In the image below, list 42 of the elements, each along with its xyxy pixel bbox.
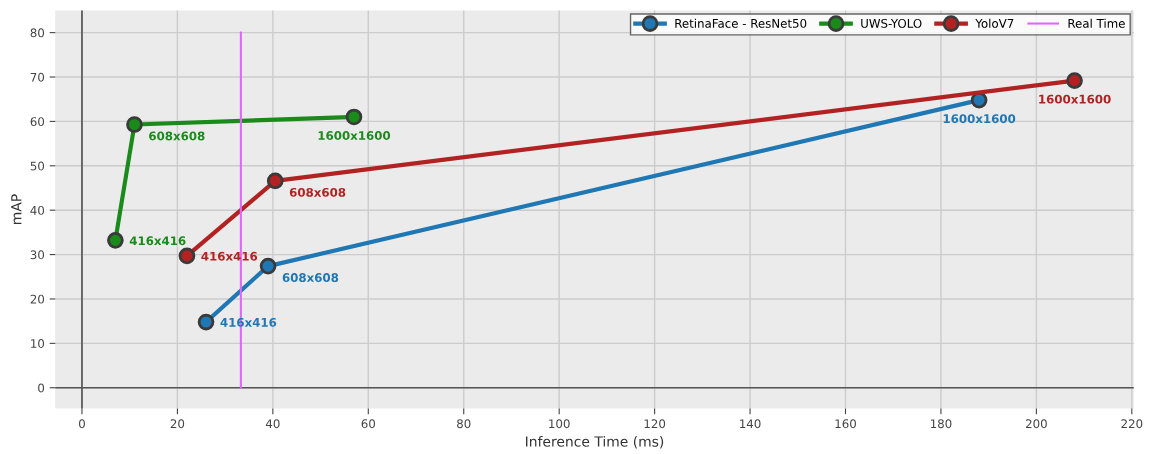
annotation: 1600x1600 <box>943 114 1016 124</box>
point <box>345 108 363 126</box>
x-tick-label: 140 <box>740 419 761 429</box>
y-tick-label: 80 <box>30 28 45 38</box>
legend-label: YoloV7 <box>975 18 1014 28</box>
y-tick-label: 30 <box>30 250 45 260</box>
point <box>1066 72 1083 89</box>
y-tick-label: 50 <box>30 161 45 171</box>
y-tick-label: 20 <box>30 294 45 304</box>
x-tick-label: 180 <box>930 419 952 429</box>
y-tick-label: 10 <box>31 339 45 348</box>
x-tick-label: 80 <box>457 419 471 429</box>
annotation: 416x416 <box>129 236 186 246</box>
y-tick-label: 60 <box>30 117 45 127</box>
legend-label: UWS-YOLO <box>861 18 922 28</box>
annotation: 1600x1600 <box>318 131 391 140</box>
annotation: 608x608 <box>149 131 205 141</box>
x-tick-label: 60 <box>361 419 376 429</box>
y-tick-label: 0 <box>38 383 45 393</box>
legend-label: Real Time <box>1068 18 1125 28</box>
annotation: 608x608 <box>289 187 346 197</box>
point <box>266 172 284 190</box>
annotation: 1600x1600 <box>1039 94 1111 104</box>
x-axis-title: Inference Time (ms) <box>526 436 664 449</box>
legend-label: RetinaFace - ResNet50 <box>675 18 807 28</box>
point <box>178 247 196 265</box>
y-tick-label: 40 <box>30 205 45 215</box>
x-tick-label: 220 <box>1121 419 1143 429</box>
point <box>107 232 124 249</box>
x-tick-label: 20 <box>170 419 185 429</box>
x-tick-label: 160 <box>835 419 856 429</box>
y-axis-title: mAP <box>11 194 22 224</box>
annotation: 608x608 <box>282 273 339 283</box>
point <box>126 116 143 133</box>
x-tick-label: 100 <box>549 419 570 429</box>
point <box>197 313 215 331</box>
point <box>259 257 277 275</box>
x-tick-label: 0 <box>78 419 85 429</box>
y-tick-label: 70 <box>30 72 45 82</box>
x-tick-label: 40 <box>265 419 280 429</box>
x-tick-label: 200 <box>1025 419 1047 429</box>
x-tick-label: 120 <box>644 419 666 429</box>
